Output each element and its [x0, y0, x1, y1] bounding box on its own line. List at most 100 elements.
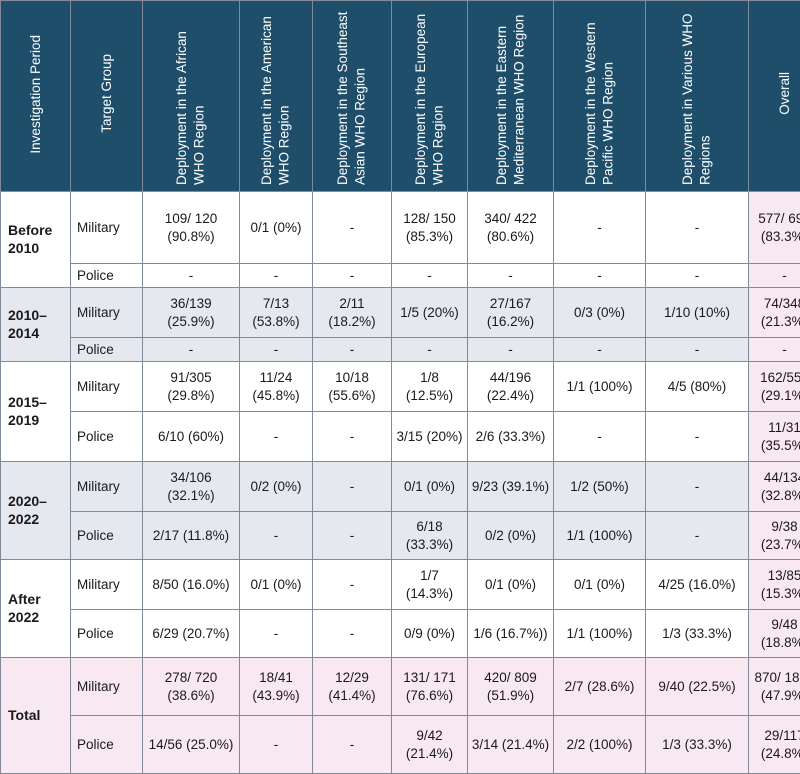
overall-cell: 13/85 (15.3%)	[749, 560, 800, 610]
value-cell: -	[554, 192, 646, 264]
value-cell: 0/1 (0%)	[240, 192, 313, 264]
overall-cell: 9/48 (18.8%)	[749, 610, 800, 658]
value-cell: 4/25 (16.0%)	[646, 560, 749, 610]
period-cell: 2015–2019	[1, 362, 71, 462]
value-cell: 340/ 422 (80.6%)	[468, 192, 554, 264]
col-header-overall: Overall	[749, 1, 800, 192]
value-cell: 128/ 150 (85.3%)	[392, 192, 468, 264]
value-cell: 1/5 (20%)	[392, 288, 468, 338]
value-cell: 109/ 120 (90.8%)	[143, 192, 240, 264]
target-group-cell: Military	[71, 192, 143, 264]
value-cell: -	[313, 338, 392, 362]
value-cell: 1/10 (10%)	[646, 288, 749, 338]
col-header-southeast-asian: Deployment in the Southeast Asian WHO Re…	[313, 1, 392, 192]
overall-cell: 44/134 (32.8%)	[749, 462, 800, 512]
value-cell: 6/29 (20.7%)	[143, 610, 240, 658]
value-cell: -	[240, 610, 313, 658]
value-cell: -	[143, 338, 240, 362]
value-cell: 0/2 (0%)	[240, 462, 313, 512]
value-cell: 1/1 (100%)	[554, 610, 646, 658]
value-cell: 1/1 (100%)	[554, 362, 646, 412]
value-cell: 3/15 (20%)	[392, 412, 468, 462]
value-cell: -	[240, 264, 313, 288]
col-header-period: Investigation Period	[1, 1, 71, 192]
value-cell: 7/13 (53.8%)	[240, 288, 313, 338]
value-cell: -	[313, 192, 392, 264]
value-cell: 44/196 (22.4%)	[468, 362, 554, 412]
value-cell: 0/9 (0%)	[392, 610, 468, 658]
value-cell: 1/6 (16.7%))	[468, 610, 554, 658]
value-cell: -	[313, 412, 392, 462]
target-group-cell: Military	[71, 560, 143, 610]
period-cell: 2020–2022	[1, 462, 71, 560]
target-group-cell: Police	[71, 610, 143, 658]
value-cell: 1/2 (50%)	[554, 462, 646, 512]
value-cell: 10/18 (55.6%)	[313, 362, 392, 412]
value-cell: -	[313, 462, 392, 512]
value-cell: 34/106 (32.1%)	[143, 462, 240, 512]
value-cell: -	[554, 412, 646, 462]
overall-cell: 162/557 (29.1%)	[749, 362, 800, 412]
value-cell: -	[554, 264, 646, 288]
target-group-cell: Military	[71, 288, 143, 338]
value-cell: -	[240, 338, 313, 362]
value-cell: 8/50 (16.0%)	[143, 560, 240, 610]
value-cell: -	[313, 512, 392, 560]
value-cell: 1/8 (12.5%)	[392, 362, 468, 412]
target-group-cell: Police	[71, 338, 143, 362]
value-cell: -	[646, 338, 749, 362]
col-header-european: Deployment in the European WHO Region	[392, 1, 468, 192]
period-cell: Total	[1, 658, 71, 774]
value-cell: 0/1 (0%)	[468, 560, 554, 610]
value-cell: -	[240, 412, 313, 462]
col-header-american: Deployment in the American WHO Region	[240, 1, 313, 192]
table-row: Police--------	[1, 264, 800, 288]
value-cell: 36/139 (25.9%)	[143, 288, 240, 338]
col-header-group: Target Group	[71, 1, 143, 192]
value-cell: 0/3 (0%)	[554, 288, 646, 338]
target-group-cell: Police	[71, 512, 143, 560]
col-header-western-pacific: Deployment in the Western Pacific WHO Re…	[554, 1, 646, 192]
value-cell: -	[646, 512, 749, 560]
value-cell: 12/29 (41.4%)	[313, 658, 392, 716]
value-cell: -	[646, 192, 749, 264]
col-header-african: Deployment in the African WHO Region	[143, 1, 240, 192]
value-cell: 2/11 (18.2%)	[313, 288, 392, 338]
value-cell: 420/ 809 (51.9%)	[468, 658, 554, 716]
value-cell: -	[313, 264, 392, 288]
period-cell: After 2022	[1, 560, 71, 658]
value-cell: 11/24 (45.8%)	[240, 362, 313, 412]
value-cell: -	[646, 264, 749, 288]
overall-cell: -	[749, 264, 800, 288]
value-cell: 2/17 (11.8%)	[143, 512, 240, 560]
value-cell: 0/2 (0%)	[468, 512, 554, 560]
overall-cell: 577/ 693 (83.3%)	[749, 192, 800, 264]
value-cell: -	[240, 512, 313, 560]
col-header-various: Deployment in Various WHO Regions	[646, 1, 749, 192]
target-group-cell: Police	[71, 264, 143, 288]
value-cell: -	[646, 412, 749, 462]
value-cell: 9/23 (39.1%)	[468, 462, 554, 512]
overall-cell: 9/38 (23.7%)	[749, 512, 800, 560]
table-row: Police--------	[1, 338, 800, 362]
target-group-cell: Military	[71, 658, 143, 716]
overall-cell: 11/31 (35.5%)	[749, 412, 800, 462]
value-cell: 9/40 (22.5%)	[646, 658, 749, 716]
value-cell: 6/18 (33.3%)	[392, 512, 468, 560]
value-cell: 1/1 (100%)	[554, 512, 646, 560]
value-cell: 6/10 (60%)	[143, 412, 240, 462]
value-cell: 91/305 (29.8%)	[143, 362, 240, 412]
overall-cell: -	[749, 338, 800, 362]
value-cell: -	[313, 610, 392, 658]
value-cell: -	[468, 264, 554, 288]
value-cell: 0/1 (0%)	[554, 560, 646, 610]
value-cell: -	[313, 560, 392, 610]
value-cell: -	[143, 264, 240, 288]
value-cell: 278/ 720 (38.6%)	[143, 658, 240, 716]
value-cell: 1/3 (33.3%)	[646, 610, 749, 658]
